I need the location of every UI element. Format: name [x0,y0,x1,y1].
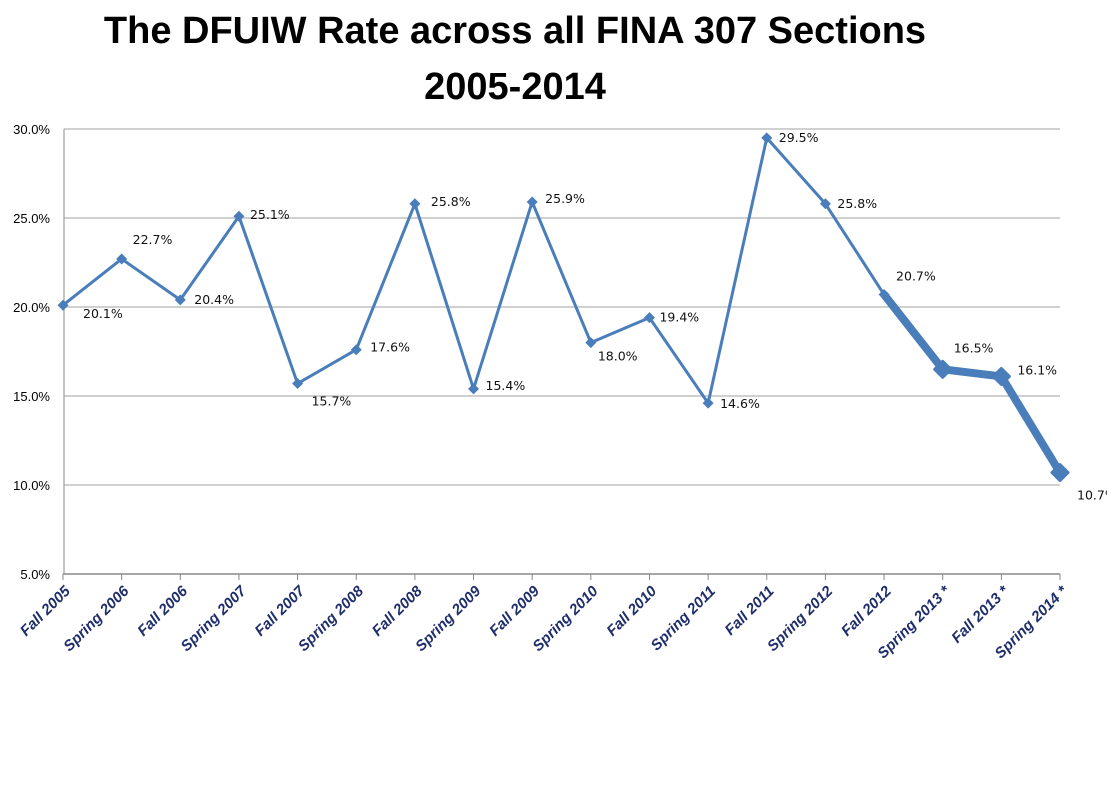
data-label: 25.9% [545,191,585,206]
y-tick-label: 20.0% [13,300,50,315]
data-point [933,359,953,379]
y-tick-label: 15.0% [13,389,50,404]
data-point [57,299,69,311]
x-tick-label: Fall 2012 [838,582,895,639]
data-point [174,294,186,306]
data-label: 29.5% [779,130,819,145]
data-point [233,210,245,222]
series-line-segment [589,316,651,345]
y-tick-label: 25.0% [13,211,50,226]
series-line-segment [647,316,710,405]
data-label: 25.8% [837,196,877,211]
series-line-segment [237,214,300,386]
data-point [1050,463,1070,483]
data-label: 16.5% [954,340,994,355]
x-tick-label: Fall 2008 [369,582,426,639]
chart-title: The DFUIW Rate across all FINA 307 Secti… [103,10,927,52]
series-line-segment [765,136,827,206]
series-line-segment [706,136,769,405]
data-point [585,337,597,349]
x-tick-label: Fall 2007 [252,582,309,639]
data-label: 22.7% [133,232,173,247]
data-point [292,378,304,390]
data-point [878,289,890,301]
x-tick-label: Fall 2006 [134,582,191,639]
x-tick-label: Fall 2011 [722,583,778,639]
series-line-segment [296,348,358,386]
data-label: 15.4% [486,378,526,393]
data-label: 10.7% [1077,488,1107,503]
data-label: 25.8% [431,194,471,209]
series-line-segment [880,290,947,374]
y-tick-label: 10.0% [13,478,50,493]
series-line-segment [413,202,476,391]
series-line-segment [938,365,1006,381]
data-label: 19.4% [659,310,699,325]
data-point [991,366,1011,386]
data-point [526,196,538,208]
data-label: 14.6% [720,396,760,411]
data-label: 17.6% [370,340,410,355]
chart-subtitle: 2005-2014 [424,66,606,108]
data-point [702,397,714,409]
data-label: 20.1% [83,306,123,321]
series-line-segment [178,214,241,302]
data-point [409,198,421,210]
data-point [116,253,128,265]
data-point [761,132,773,144]
data-label: 16.1% [1017,362,1057,377]
series-line-segment [997,372,1064,477]
data-point [819,198,831,210]
data-label: 18.0% [598,349,638,364]
series-line-segment [530,200,593,345]
x-tick-label: Fall 2009 [486,582,543,639]
data-point [643,312,655,324]
series-line-segment [472,200,534,391]
x-tick-label: Fall 2010 [603,582,660,639]
data-label: 25.1% [250,207,290,222]
series-line-segment [61,257,124,307]
data-label: 20.7% [896,269,936,284]
series-line-segment [354,202,417,352]
y-tick-label: 5.0% [20,567,50,582]
data-label: 15.7% [312,394,352,409]
x-tick-label: Fall 2005 [17,582,74,639]
series-line-segment [823,202,886,297]
data-point [468,383,480,395]
y-tick-label: 30.0% [13,122,50,137]
data-point [350,344,362,356]
data-label: 20.4% [194,292,234,307]
series-line-segment [120,257,182,302]
